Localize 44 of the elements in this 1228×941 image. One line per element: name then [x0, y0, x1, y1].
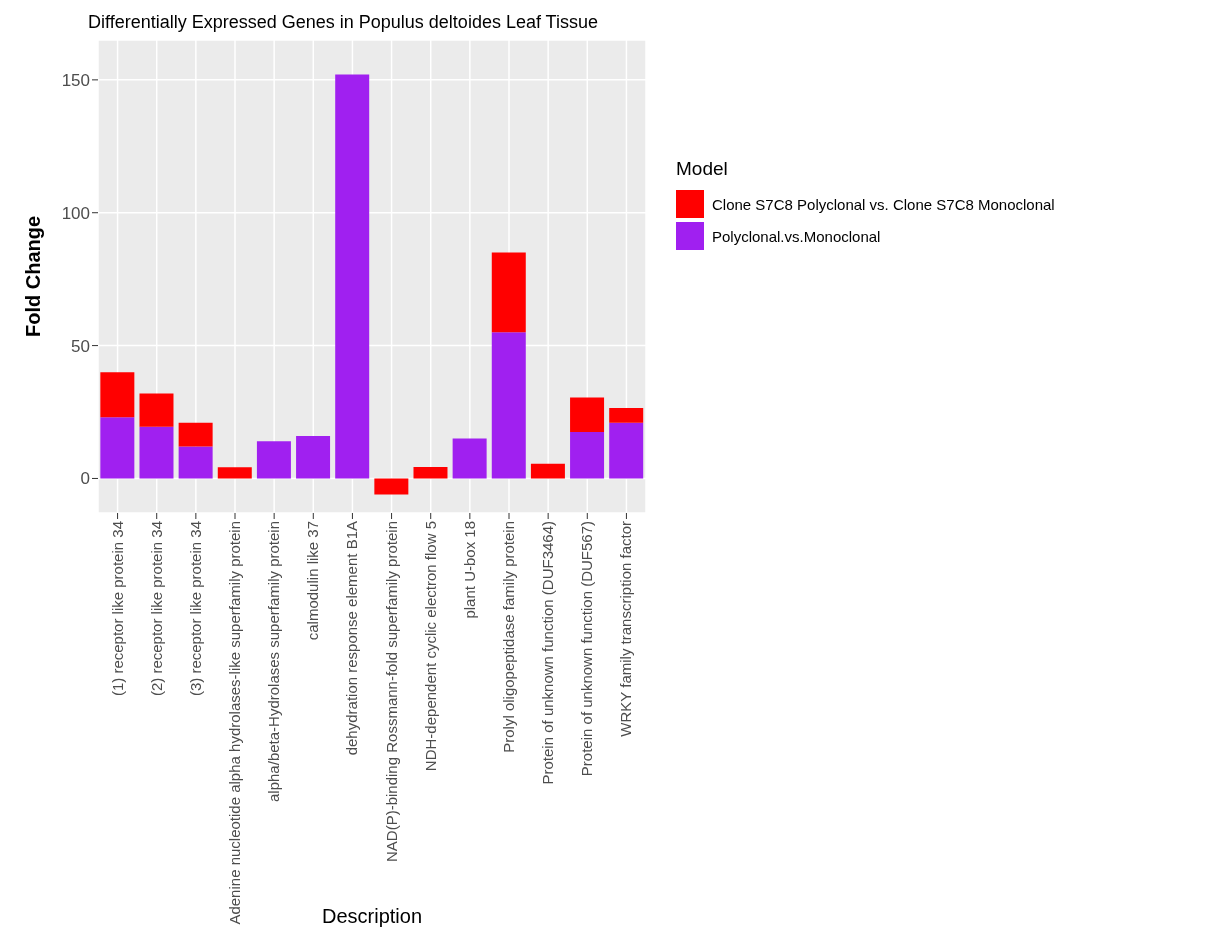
- x-tick-label: WRKY family transcription factor: [617, 521, 635, 737]
- bar: [609, 408, 644, 423]
- x-tick-label: (1) receptor like protein 34: [108, 521, 126, 697]
- bar: [570, 431, 605, 479]
- bar: [335, 74, 370, 479]
- bar: [100, 417, 135, 479]
- bar: [374, 478, 409, 495]
- bar: [256, 441, 291, 479]
- bar: [491, 332, 526, 479]
- x-tick-label: NDH-dependent cyclic electron flow 5: [421, 521, 439, 772]
- bar: [530, 463, 565, 479]
- x-axis-title: Description: [321, 905, 423, 927]
- y-tick-label: 50: [71, 336, 90, 356]
- bar: [178, 446, 213, 479]
- x-tick-label: calmodulin like 37: [304, 521, 322, 641]
- bar: [413, 467, 448, 479]
- bar: [491, 252, 526, 333]
- bar: [296, 435, 331, 479]
- legend-title: Model: [676, 158, 729, 180]
- bar: [139, 426, 174, 479]
- bar: [178, 422, 213, 447]
- x-tick-label: Adenine nucleotide alpha hydrolases-like superfamily protein: [226, 521, 243, 925]
- x-tick-label: (3) receptor like protein 34: [186, 521, 204, 697]
- legend-label: Clone S7C8 Polyclonal vs. Clone S7C8 Monoclonal: [712, 195, 1055, 213]
- y-tick-label: 150: [61, 70, 90, 90]
- bar: [452, 438, 487, 479]
- bar: [139, 393, 174, 427]
- x-tick-label: NAD(P)-binding Rossmann-fold superfamily protein: [382, 521, 400, 862]
- x-tick-label: dehydration response element B1A: [343, 521, 361, 756]
- bar: [570, 397, 605, 432]
- y-tick-label: 0: [80, 469, 90, 489]
- x-tick-label: alpha/beta-Hydrolases superfamily protein: [265, 521, 283, 802]
- x-tick-label: Protein of unknown function (DUF567): [578, 521, 596, 777]
- bar: [609, 422, 644, 479]
- y-axis-title: Fold Change: [22, 215, 45, 338]
- x-tick-label: (2) receptor like protein 34: [147, 521, 165, 697]
- chart-title: Differentially Expressed Genes in Populus deltoides Leaf Tissue: [88, 12, 598, 33]
- bar: [217, 467, 252, 479]
- x-tick-label: Prolyl oligopeptidase family protein: [500, 521, 517, 753]
- x-tick-label: Protein of unknown function (DUF3464): [539, 521, 557, 785]
- legend-label: Polyclonal.vs.Monoclonal: [712, 227, 881, 245]
- y-tick-label: 100: [61, 203, 90, 223]
- bar: [100, 372, 135, 418]
- x-tick-label: plant U-box 18: [460, 521, 478, 619]
